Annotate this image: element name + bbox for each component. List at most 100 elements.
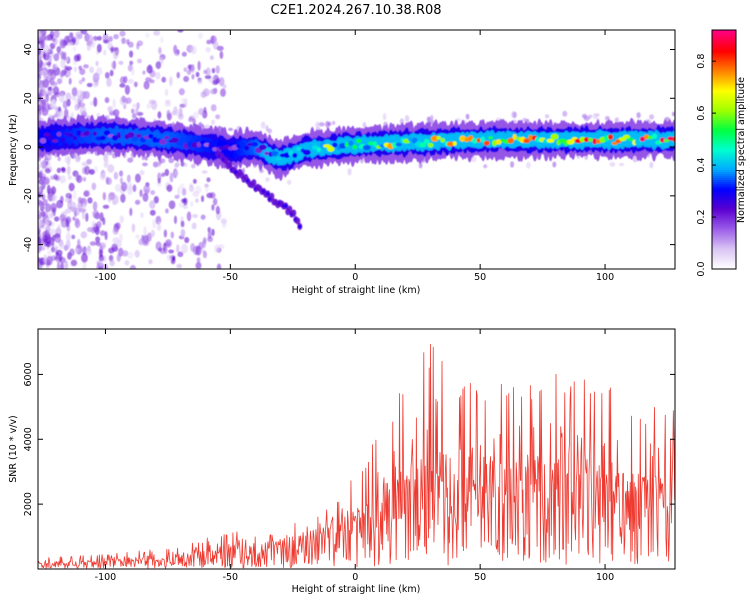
colorbar-cell bbox=[712, 53, 736, 57]
colorbar-cell bbox=[712, 75, 736, 79]
colorbar-cell bbox=[712, 153, 736, 157]
colorbar-cell bbox=[712, 235, 736, 238]
spectrogram-x-label: Height of straight line (km) bbox=[292, 285, 421, 296]
colorbar-cell bbox=[712, 79, 736, 83]
colorbar-cell bbox=[712, 225, 736, 228]
colorbar-cell bbox=[712, 99, 736, 103]
x-tick-label: -100 bbox=[95, 572, 117, 583]
colorbar-cell bbox=[712, 227, 736, 230]
colorbar-cell bbox=[712, 73, 736, 77]
x-tick-label: 50 bbox=[474, 572, 486, 583]
colorbar-cell bbox=[712, 175, 736, 178]
colorbar-cell bbox=[712, 55, 736, 59]
colorbar-cell bbox=[712, 121, 736, 125]
colorbar-cell bbox=[712, 145, 736, 149]
colorbar-cell bbox=[712, 81, 736, 85]
x-tick-label: 100 bbox=[596, 272, 614, 283]
x-tick-label: -50 bbox=[223, 272, 239, 283]
colorbar-ticks: 0.0 0.2 0.4 0.6 0.8 bbox=[696, 54, 716, 277]
colorbar-cell bbox=[712, 201, 736, 204]
colorbar-frame bbox=[711, 29, 737, 270]
colorbar-cell bbox=[712, 197, 736, 200]
spectrogram-y-ticks: -40 -20 0 20 40 bbox=[23, 43, 675, 252]
colorbar-cell bbox=[712, 241, 736, 244]
colorbar-cell bbox=[712, 217, 736, 220]
colorbar-cell bbox=[712, 45, 736, 49]
colorbar-cell bbox=[712, 149, 736, 153]
colorbar-cell bbox=[712, 213, 736, 216]
colorbar-cell bbox=[712, 177, 736, 180]
snr-x-ticks: -100 -50 0 50 100 bbox=[95, 329, 614, 583]
colorbar-cell bbox=[712, 41, 736, 45]
colorbar-cell bbox=[712, 57, 736, 61]
snr-panel: -100 -50 0 50 100 2000 4000 6000 Height of str… bbox=[8, 328, 676, 595]
colorbar-cell bbox=[712, 143, 736, 147]
colorbar-cell bbox=[712, 187, 736, 190]
colorbar-cell bbox=[712, 141, 736, 145]
colorbar-cell bbox=[712, 83, 736, 87]
colorbar-tick-label: 0.2 bbox=[696, 209, 707, 224]
colorbar-cell bbox=[712, 191, 736, 194]
colorbar-cell bbox=[712, 59, 736, 63]
colorbar-cell bbox=[712, 107, 736, 111]
colorbar-tick-label: 0.4 bbox=[696, 158, 707, 173]
y-tick-label: -40 bbox=[23, 237, 34, 253]
colorbar-cell bbox=[712, 199, 736, 202]
y-tick-label: -20 bbox=[23, 188, 34, 204]
colorbar-label: Normalized spectral amplitude bbox=[736, 77, 747, 223]
x-tick-label: 0 bbox=[352, 272, 358, 283]
colorbar-cell bbox=[712, 249, 736, 252]
colorbar-cell bbox=[712, 115, 736, 119]
colorbar-cell bbox=[712, 171, 736, 174]
colorbar-cell bbox=[712, 261, 736, 264]
colorbar-cell bbox=[712, 169, 736, 173]
snr-series-line bbox=[38, 344, 675, 569]
snr-y-label: SNR (10 * v/v) bbox=[8, 415, 19, 483]
colorbar-cell bbox=[712, 195, 736, 198]
colorbar-cell bbox=[712, 85, 736, 89]
colorbar-cell bbox=[712, 49, 736, 53]
chart-title: C2E1.2024.267.10.38.R08 bbox=[270, 3, 441, 18]
colorbar-cell bbox=[712, 245, 736, 248]
spectrogram-y-label: Frequency (Hz) bbox=[8, 114, 19, 186]
colorbar-cell bbox=[712, 51, 736, 55]
colorbar-cell bbox=[712, 159, 736, 163]
spectrogram-heat-layer bbox=[38, 30, 675, 269]
colorbar-gradient bbox=[712, 30, 736, 270]
colorbar-cell bbox=[712, 109, 736, 113]
colorbar-cell bbox=[712, 131, 736, 135]
colorbar-cell bbox=[712, 103, 736, 107]
colorbar-cell bbox=[712, 111, 736, 115]
colorbar-cell bbox=[712, 97, 736, 101]
colorbar-cell bbox=[712, 219, 736, 222]
colorbar-cell bbox=[712, 185, 736, 188]
colorbar-cell bbox=[712, 63, 736, 67]
colorbar-cell bbox=[712, 125, 736, 129]
colorbar-cell bbox=[712, 113, 736, 117]
colorbar-cell bbox=[712, 129, 736, 133]
colorbar-cell bbox=[712, 173, 736, 176]
colorbar-cell bbox=[712, 243, 736, 246]
colorbar-cell bbox=[712, 123, 736, 127]
y-tick-label: 20 bbox=[23, 92, 34, 104]
colorbar-cell bbox=[712, 215, 736, 218]
colorbar-cell bbox=[712, 233, 736, 236]
colorbar-cell bbox=[712, 135, 736, 139]
x-tick-label: -50 bbox=[223, 572, 239, 583]
spectrogram-panel: -100 -50 0 50 100 -40 -20 0 20 40 Height of stra… bbox=[8, 29, 676, 296]
colorbar-cell bbox=[712, 211, 736, 214]
colorbar-tick-label: 0.8 bbox=[696, 54, 707, 69]
colorbar-cell bbox=[712, 223, 736, 226]
colorbar-cell bbox=[712, 137, 736, 141]
colorbar-cell bbox=[712, 151, 736, 155]
spectrogram-x-ticks: -100 -50 0 50 100 bbox=[95, 30, 614, 283]
colorbar-cell bbox=[712, 147, 736, 151]
colorbar-cell bbox=[712, 93, 736, 97]
colorbar-tick-label: 0.0 bbox=[696, 261, 707, 276]
colorbar-cell bbox=[712, 247, 736, 250]
colorbar-cell bbox=[712, 39, 736, 43]
colorbar-cell bbox=[712, 157, 736, 161]
colorbar-cell bbox=[712, 43, 736, 47]
colorbar-cell bbox=[712, 221, 736, 224]
